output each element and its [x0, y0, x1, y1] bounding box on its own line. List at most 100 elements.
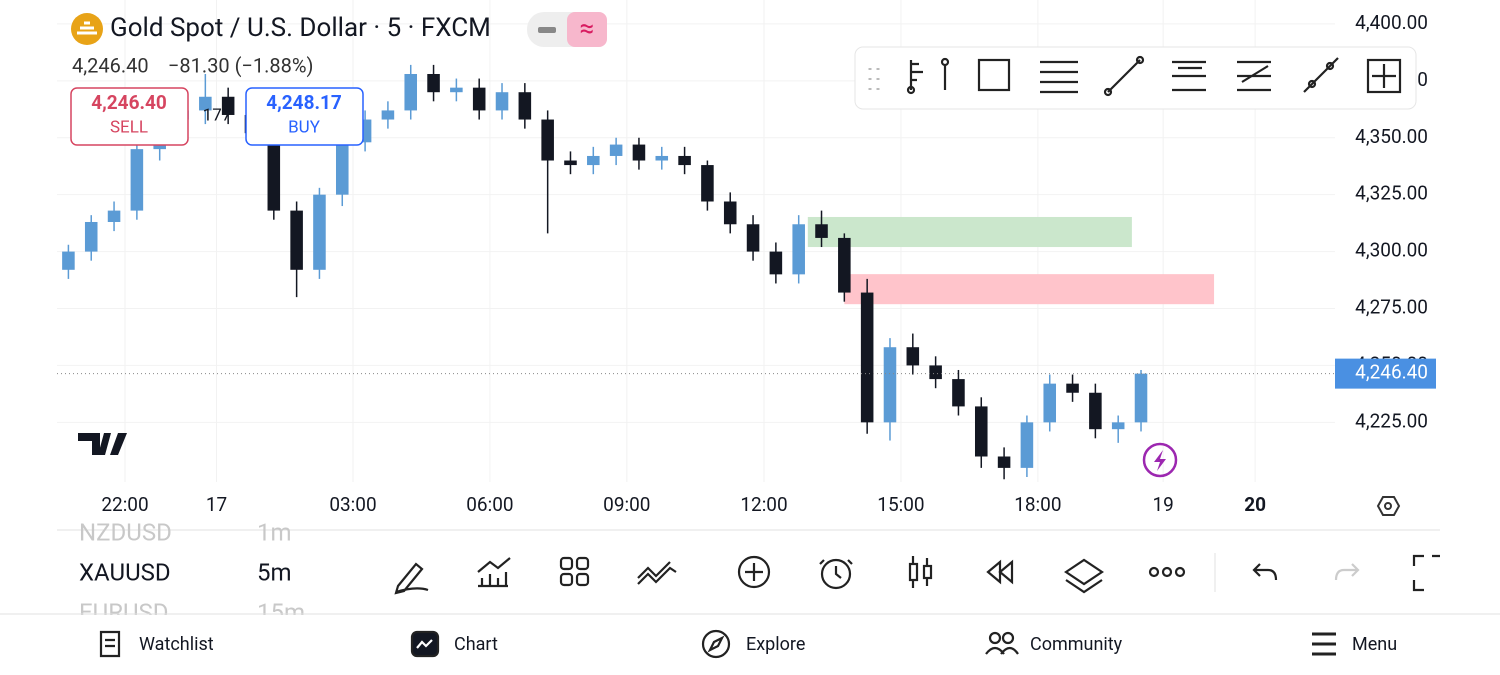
x-tick-label: 19 [1152, 493, 1173, 516]
candle-body [1043, 383, 1057, 423]
candle-body [701, 165, 714, 202]
symbol-interval[interactable]: 1m [257, 518, 292, 546]
candle-body [404, 73, 418, 111]
candle-body [427, 73, 440, 93]
candle-body [290, 210, 303, 270]
mode-toggle-active[interactable] [567, 12, 607, 47]
x-tick-label: 20 [1244, 493, 1266, 516]
candle-body [84, 221, 98, 252]
candle-body [678, 155, 691, 166]
candle-body [495, 92, 509, 111]
nav-background [0, 615, 1500, 675]
candle-body [815, 224, 828, 238]
price-change: −81.30 (−1.88%) [168, 53, 314, 77]
symbol-icon-bars [77, 21, 97, 35]
candle-body [267, 133, 281, 211]
candle-body [472, 87, 486, 111]
candle-body [929, 365, 942, 380]
candle-body [1066, 383, 1079, 393]
sell-price: 4,246.40 [91, 91, 167, 114]
x-tick-label: 06:00 [466, 493, 513, 516]
candle-body [450, 87, 463, 93]
zone [807, 216, 1132, 248]
candle-body [564, 160, 577, 166]
nav-item[interactable]: Community [1030, 634, 1123, 655]
chart-tools [394, 554, 1440, 595]
candle-body [107, 210, 121, 222]
settings-icon[interactable] [1376, 496, 1401, 516]
last-price-tag [1335, 358, 1436, 389]
candle-body [883, 347, 897, 423]
zone [844, 274, 1215, 305]
candle-body [1020, 422, 1034, 468]
buy-button[interactable] [245, 87, 364, 146]
candle-body [997, 456, 1011, 468]
candle-body [952, 379, 965, 407]
candle-body [1134, 373, 1148, 423]
drawing-tools [868, 55, 1402, 97]
candle-body [632, 144, 646, 161]
x-tick-label: 17 [206, 493, 227, 516]
y-tick-label: 4,275.00 [1355, 296, 1428, 319]
settings-icon-dot [1384, 502, 1392, 510]
candle-body [906, 347, 920, 366]
symbol-name[interactable]: XAUUSD [79, 558, 171, 586]
x-tick-label: 22:00 [101, 493, 148, 516]
candle-body [335, 142, 349, 195]
y-tick-label: 4,300.00 [1355, 239, 1428, 262]
sell-label: SELL [110, 117, 148, 137]
candle-body [838, 237, 851, 293]
y-tick-label: 4,400.00 [1355, 11, 1428, 34]
candle-body [62, 251, 75, 270]
candle-body [1089, 392, 1102, 430]
candle-body [587, 155, 600, 166]
symbol-interval[interactable]: 5m [257, 558, 292, 586]
nav-item[interactable]: Menu [1352, 634, 1397, 655]
candle-body [518, 92, 532, 120]
mode-icon-wave: ≈ [580, 14, 595, 44]
bottom-nav: Watchlist Chart Explore Community Menu [139, 634, 1397, 655]
candle-body [130, 149, 144, 211]
candle-body [221, 96, 235, 115]
sell-button[interactable] [70, 87, 189, 146]
x-tick-label: 15:00 [877, 493, 924, 516]
nav-icons [99, 629, 1336, 659]
candle-body [655, 155, 669, 161]
candle-body [746, 224, 760, 252]
candle-body [541, 119, 554, 161]
x-tick-label: 18:00 [1014, 493, 1061, 516]
x-tick-label: 09:00 [603, 493, 650, 516]
candle-body [792, 224, 805, 275]
x-tick-label: 03:00 [329, 493, 376, 516]
last-price: 4,246.40 [72, 53, 149, 77]
buy-price: 4,248.17 [266, 91, 342, 114]
candle-body [609, 144, 623, 156]
alert-icon-bolt [1154, 450, 1166, 471]
symbol-name[interactable]: NZDUSD [79, 518, 172, 546]
y-tick-label: 4,350.00 [1355, 125, 1428, 148]
candle-body [1111, 422, 1125, 430]
nav-item[interactable]: Chart [454, 634, 498, 655]
candle-body [723, 201, 737, 225]
candle-body [381, 110, 395, 120]
y-tick-label: 4,225.00 [1355, 409, 1428, 432]
alert-icon[interactable] [1142, 442, 1178, 478]
last-price-label: 4,246.40 [1355, 361, 1428, 384]
candle-body [313, 194, 326, 270]
spread: 177 [203, 105, 232, 125]
candle-body [199, 96, 212, 111]
candle-body [974, 406, 988, 457]
tv-logo [78, 433, 127, 455]
chart-title: Gold Spot / U.S. Dollar · 5 · FXCM [110, 13, 491, 43]
nav-item[interactable]: Watchlist [139, 634, 214, 655]
candle-body [860, 292, 874, 423]
nav-item[interactable]: Explore [746, 634, 805, 655]
drawing-toolbar [854, 46, 1417, 110]
x-tick-label: 12:00 [740, 493, 787, 516]
mode-icon [538, 27, 556, 33]
candle-body [769, 251, 783, 275]
buy-label: BUY [288, 117, 321, 137]
y-tick-label: 4,325.00 [1355, 182, 1428, 205]
